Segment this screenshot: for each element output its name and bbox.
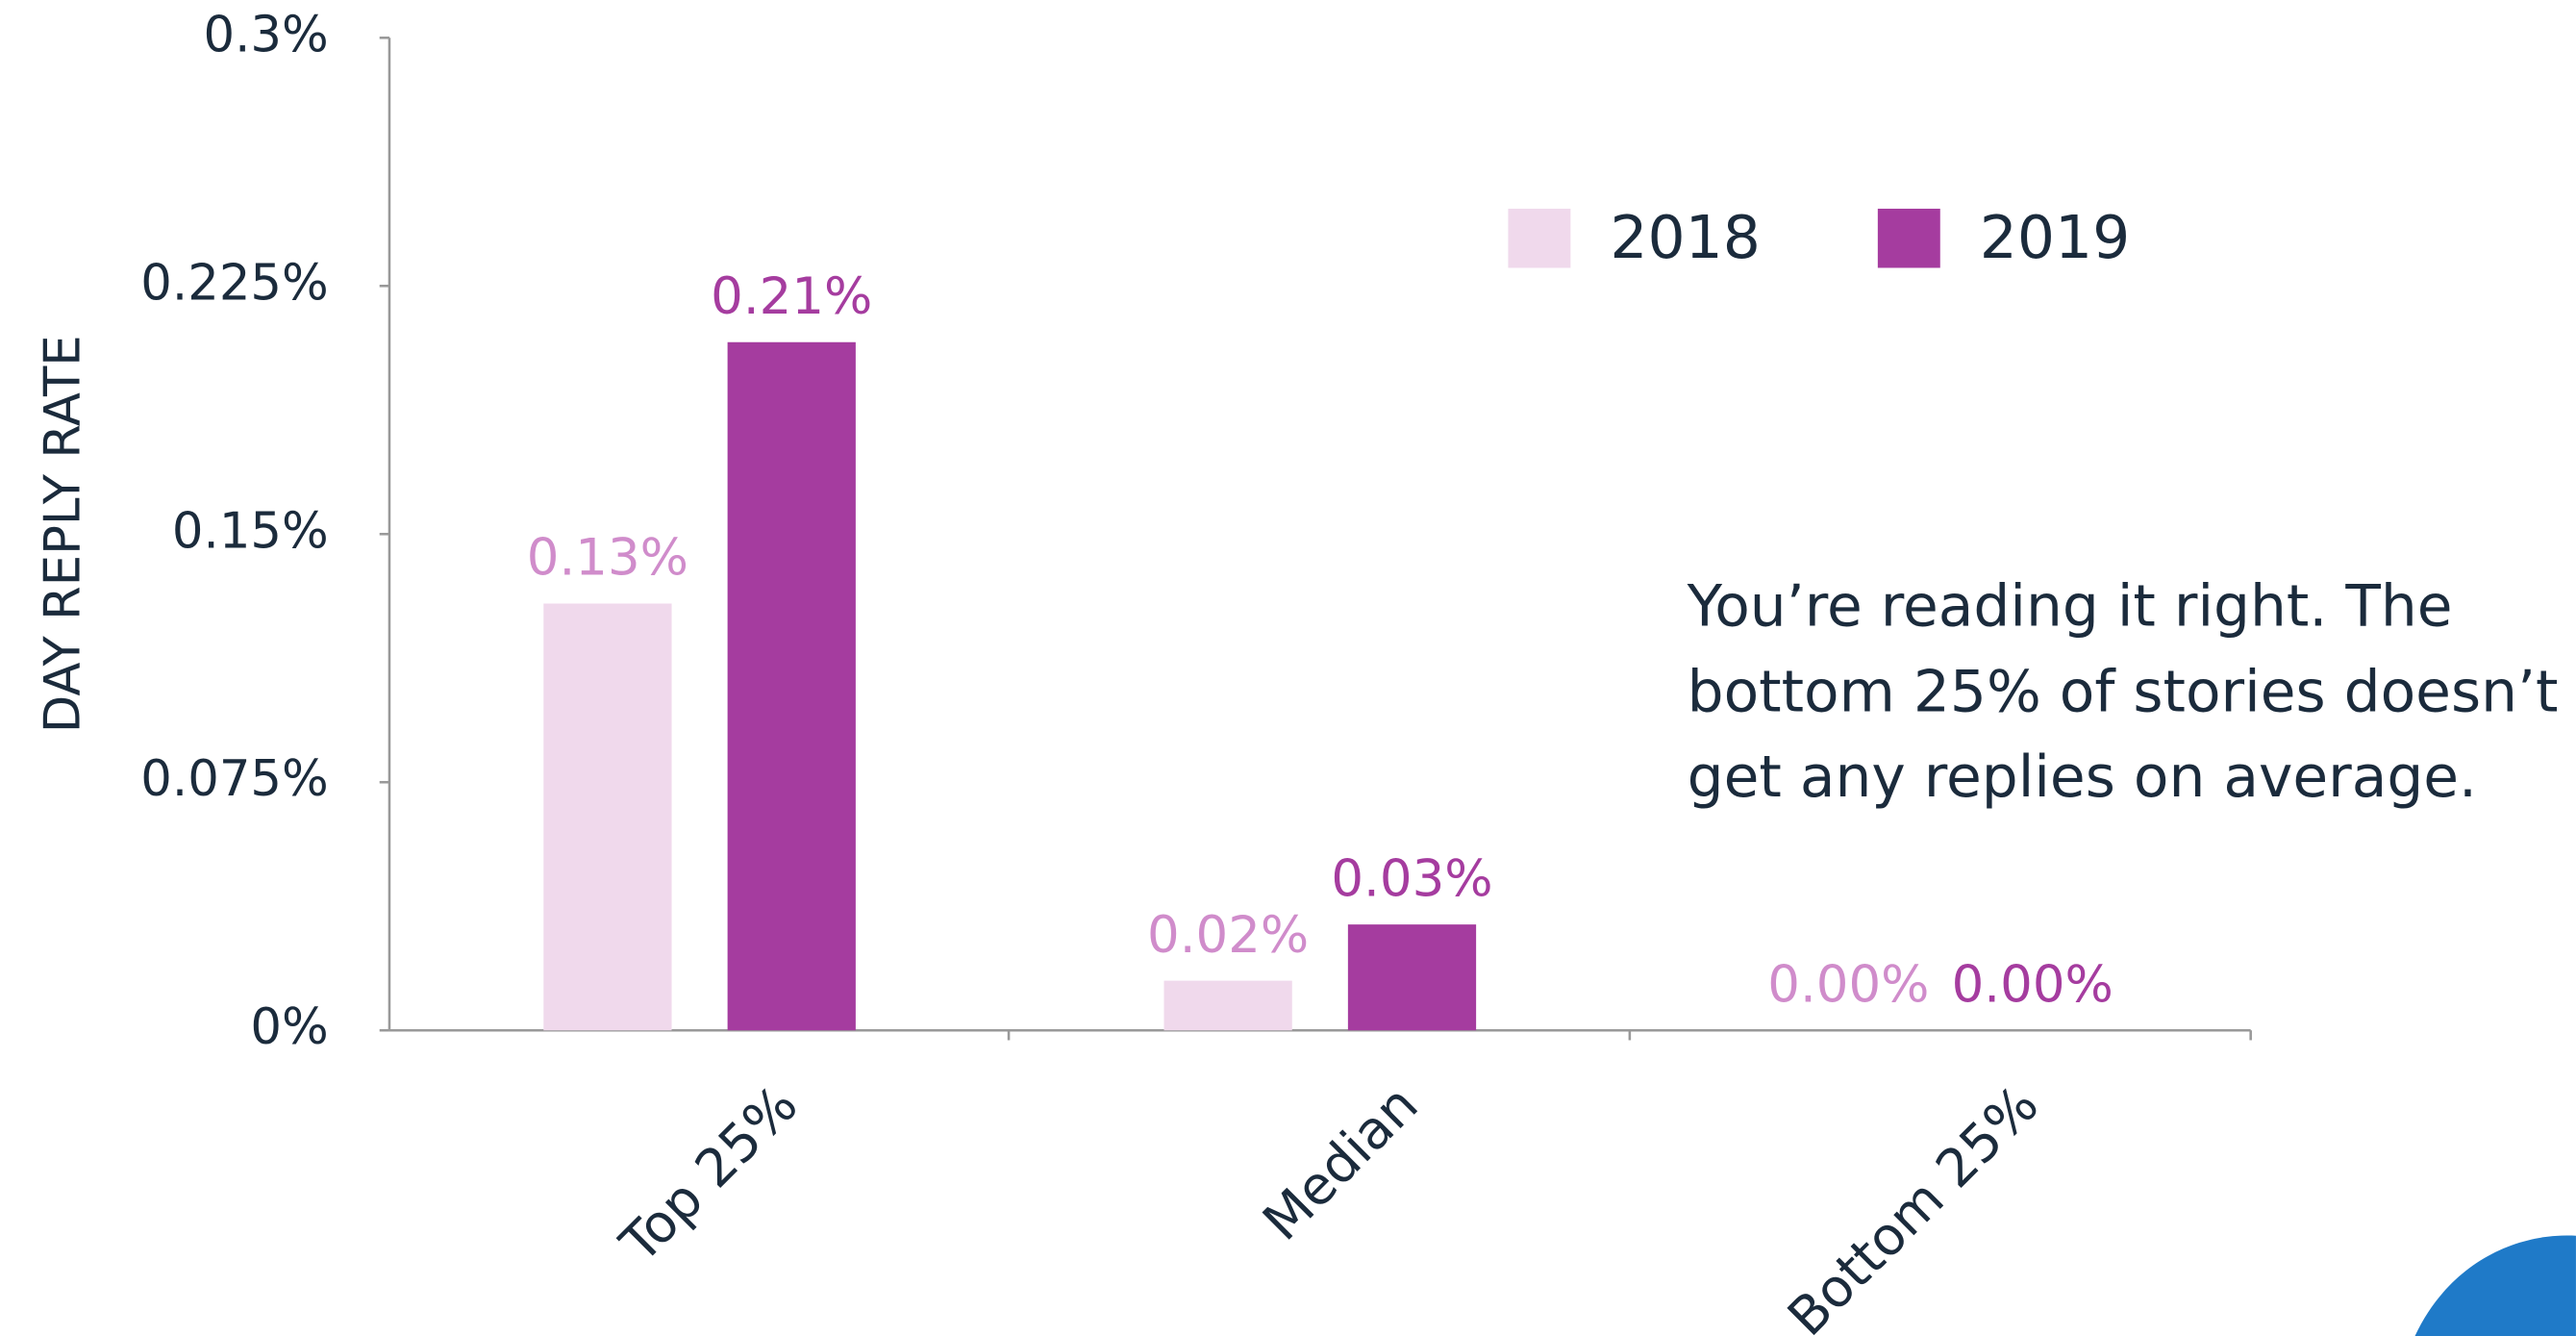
annotation: get any replies on average. [1688, 744, 2477, 811]
value-label: 0.02% [1147, 906, 1309, 965]
bar [727, 341, 856, 1031]
annotation: bottom 25% of stories doesn’t [1688, 659, 2559, 725]
x-tick-label: Median [1251, 1073, 1430, 1252]
y-tick-label: 0.3% [204, 6, 329, 63]
x-tick-label: Bottom 25% [1776, 1073, 2050, 1336]
legend-swatch [1508, 208, 1571, 268]
value-label: 0.21% [711, 267, 872, 326]
value-label: 0.00% [1767, 955, 1929, 1014]
decor-blob [2414, 1235, 2576, 1336]
y-tick-label: 0.15% [172, 502, 329, 560]
legend-swatch [1877, 208, 1940, 268]
value-label: 0.00% [1952, 955, 2113, 1014]
y-tick-label: 0.225% [140, 254, 328, 312]
y-tick-label: 0.075% [140, 750, 328, 808]
y-tick-label: 0% [250, 998, 328, 1056]
value-label: 0.03% [1331, 849, 1492, 908]
x-tick-label: Top 25% [608, 1073, 809, 1274]
legend-label: 2018 [1610, 203, 1761, 272]
legend-label: 2019 [1980, 203, 2131, 272]
value-label: 0.13% [527, 529, 688, 588]
bar [543, 603, 672, 1031]
annotation: You’re reading it right. The [1687, 573, 2453, 640]
bar [1347, 924, 1477, 1031]
bar [1163, 980, 1292, 1031]
y-axis-title: DAY REPLY RATE [34, 335, 91, 733]
